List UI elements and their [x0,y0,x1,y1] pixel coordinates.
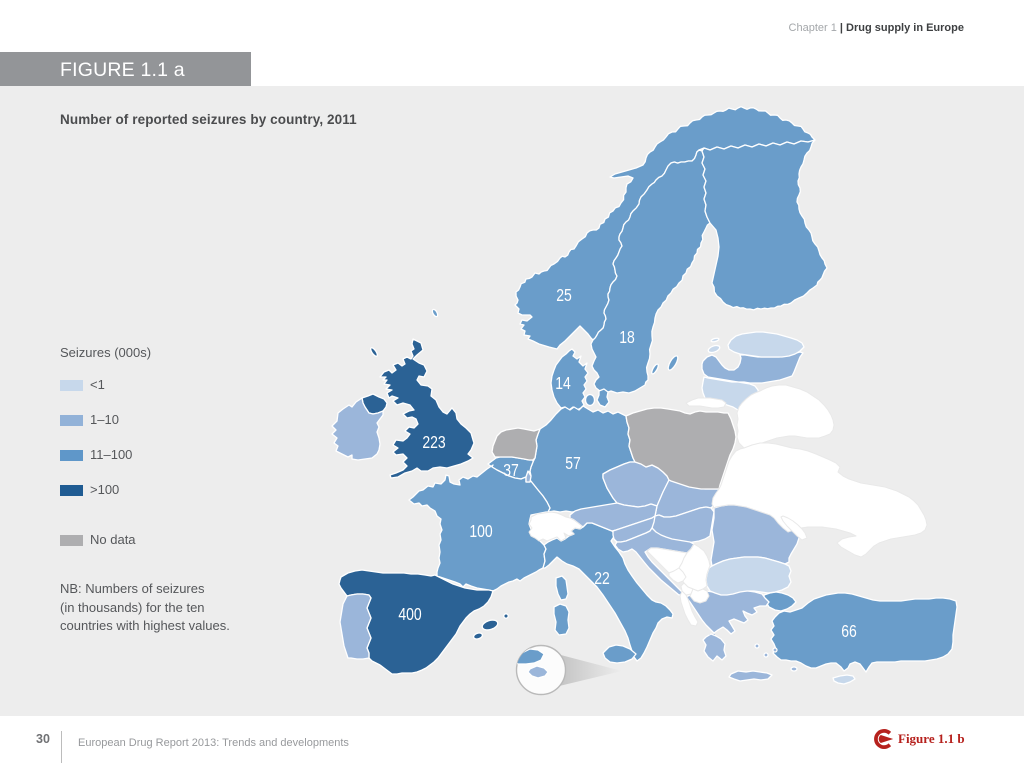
svg-text:223: 223 [422,434,446,453]
svg-text:400: 400 [398,606,422,625]
svg-text:25: 25 [556,287,572,306]
svg-text:66: 66 [841,623,857,642]
svg-text:14: 14 [555,375,571,394]
svg-text:57: 57 [565,455,581,474]
svg-text:18: 18 [619,329,635,348]
svg-text:37: 37 [503,462,519,481]
svg-text:22: 22 [594,570,610,589]
svg-text:100: 100 [469,523,493,542]
